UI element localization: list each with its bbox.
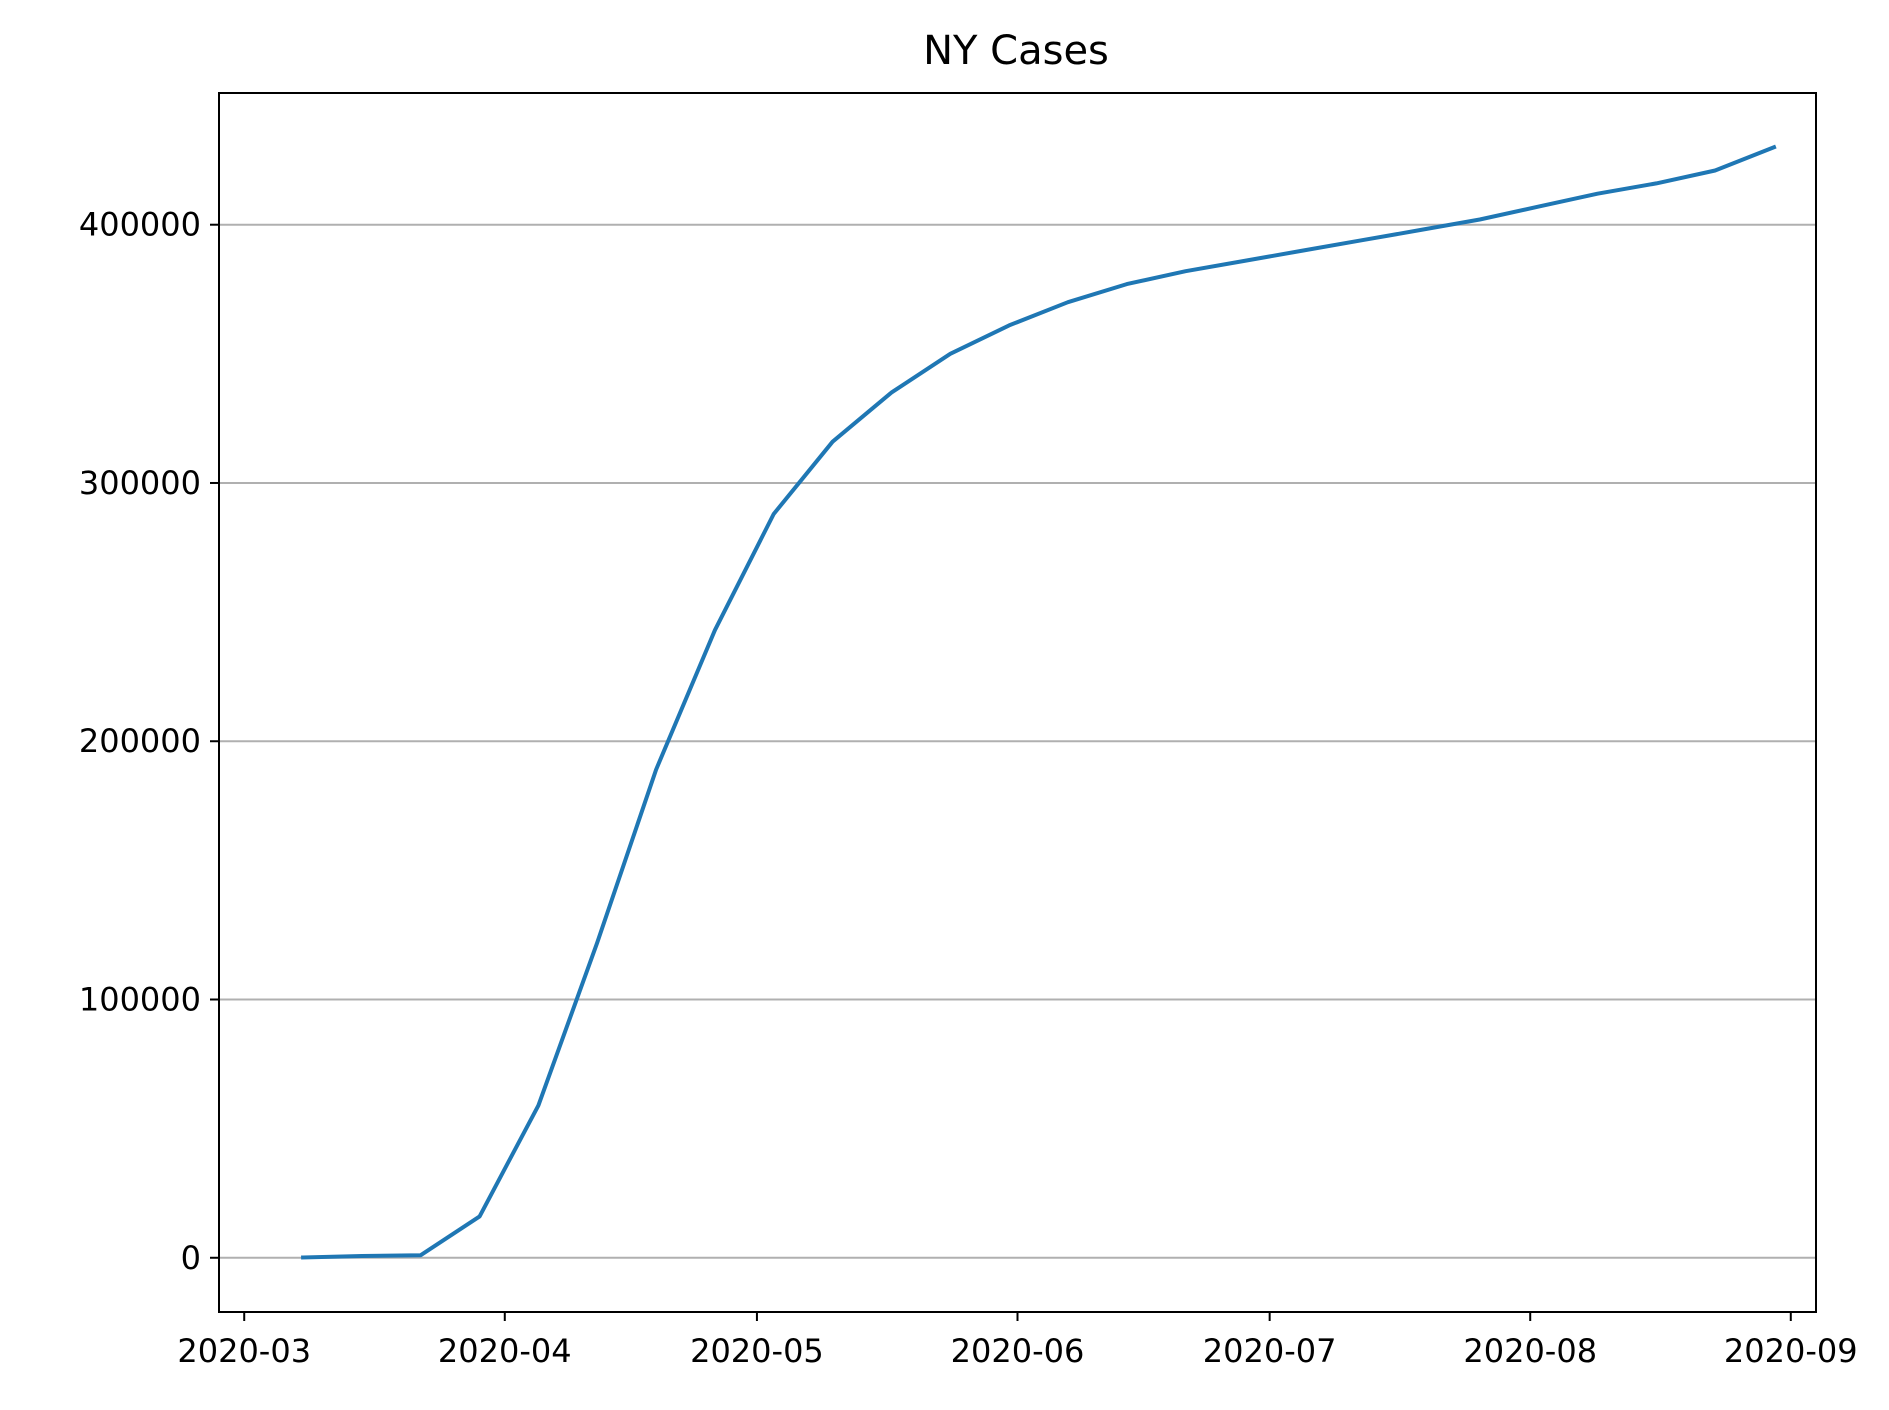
chart-title: NY Cases xyxy=(923,28,1109,74)
y-tick-label: 400000 xyxy=(79,206,201,244)
plot-frame xyxy=(218,92,1817,1313)
y-tick-label: 300000 xyxy=(79,464,201,502)
series-layer xyxy=(301,144,1777,1260)
x-tick-label: 2020-09 xyxy=(1724,1332,1858,1370)
gridlines xyxy=(219,223,1816,1259)
axis-ticks: 0 100000 200000 300000 400000 2020-03 2020-04 2… xyxy=(79,206,1858,1370)
y-tick-label: 0 xyxy=(181,1239,201,1277)
x-tick-label: 2020-03 xyxy=(177,1332,311,1370)
y-tick-label: 200000 xyxy=(79,722,201,760)
series-line xyxy=(301,144,1777,1260)
y-tick-label: 100000 xyxy=(79,981,201,1019)
x-tick-label: 2020-08 xyxy=(1463,1332,1597,1370)
x-tick-label: 2020-06 xyxy=(951,1332,1085,1370)
x-tick-label: 2020-05 xyxy=(690,1332,824,1370)
x-tick-label: 2020-04 xyxy=(438,1332,572,1370)
x-tick-label: 2020-07 xyxy=(1203,1332,1337,1370)
